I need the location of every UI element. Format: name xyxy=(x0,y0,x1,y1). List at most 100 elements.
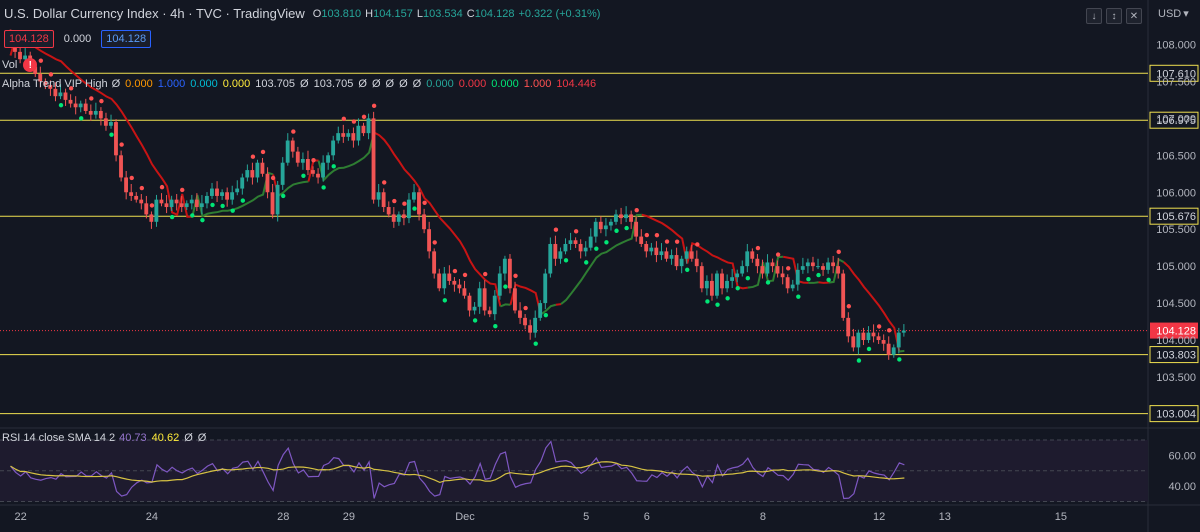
bull-candle xyxy=(533,317,538,333)
trend-line-segment xyxy=(818,281,829,284)
currency-selector[interactable]: USD ▾ xyxy=(1158,7,1189,21)
bear-candle xyxy=(851,336,856,348)
price-tick-label: 106.000 xyxy=(1156,187,1196,199)
time-tick-label: 15 xyxy=(1055,511,1067,523)
bull-candle xyxy=(321,162,325,178)
ohlc-key: H xyxy=(365,7,374,20)
bear-candle xyxy=(437,273,442,289)
symbol-title[interactable]: U.S. Dollar Currency Index · 4h · TVC · … xyxy=(4,6,305,21)
buy-dot xyxy=(210,202,215,208)
bull-candle xyxy=(412,192,416,200)
indicator-value: Ø xyxy=(385,78,395,90)
bull-candle xyxy=(204,195,209,204)
bear-candle xyxy=(38,74,43,82)
bull-candle xyxy=(568,240,573,244)
bear-candle xyxy=(316,173,320,178)
bear-candle xyxy=(553,243,558,259)
bear-candle xyxy=(447,273,452,281)
buy-dot xyxy=(897,357,902,362)
bid-price-box[interactable]: 104.128 xyxy=(4,30,54,48)
buy-dot xyxy=(230,208,235,213)
ohlc-value: 104.157 xyxy=(373,7,413,20)
bear-candle xyxy=(33,66,38,75)
level-label-box xyxy=(1149,207,1199,225)
buy-dot xyxy=(533,341,538,346)
buy-dot xyxy=(816,272,821,278)
indicator-legend[interactable]: Alpha Trend VIP High Ø 0.000 1.000 0.000 0.0… xyxy=(2,78,596,90)
bull-candle xyxy=(199,203,204,208)
buy-dot xyxy=(604,240,609,245)
buy-dot xyxy=(321,185,326,190)
spread-value: 0.000 xyxy=(63,33,92,45)
bear-candle xyxy=(260,162,265,174)
sell-dot xyxy=(634,207,639,213)
sell-dot xyxy=(149,203,155,208)
bull-candle xyxy=(624,214,628,219)
bear-candle xyxy=(295,151,300,163)
level-label: 103.004 xyxy=(1156,409,1196,421)
buy-dot xyxy=(412,206,417,211)
indicator-value: 0.000 xyxy=(222,78,251,90)
sell-dot xyxy=(755,245,761,251)
bull-candle xyxy=(300,159,305,163)
bull-candle xyxy=(93,110,98,115)
bull-candle xyxy=(275,184,280,215)
sell-dot xyxy=(402,201,407,206)
sell-dot xyxy=(361,114,367,119)
volume-legend[interactable]: Vol ! xyxy=(2,58,38,72)
bear-candle xyxy=(13,44,17,52)
bull-candle xyxy=(704,280,709,289)
rsi-legend[interactable]: RSI 14 close SMA 14 2 40.73 40.62 Ø Ø xyxy=(2,432,206,444)
buy-dot xyxy=(331,164,336,169)
chevron-down-icon: ▾ xyxy=(1183,8,1189,20)
bull-candle xyxy=(614,214,618,222)
bear-candle xyxy=(861,332,866,341)
bear-candle xyxy=(159,199,164,204)
bear-candle xyxy=(311,170,315,174)
bear-candle xyxy=(119,155,123,178)
bear-candle xyxy=(341,133,346,137)
move-down-icon[interactable]: ↓ xyxy=(1086,8,1102,24)
buy-dot xyxy=(806,277,811,282)
sell-dot xyxy=(392,198,397,204)
bull-candle xyxy=(492,295,497,315)
bull-candle xyxy=(795,269,800,285)
sell-dot xyxy=(260,149,266,155)
bear-candle xyxy=(371,118,376,200)
buy-dot xyxy=(109,132,114,137)
warning-icon[interactable]: ! xyxy=(23,58,38,72)
bear-candle xyxy=(629,214,633,222)
bear-candle xyxy=(53,88,58,97)
ask-price-box[interactable]: 104.128 xyxy=(101,30,152,48)
bull-candle xyxy=(240,177,245,189)
bear-candle xyxy=(507,258,512,289)
maximize-pane-icon[interactable]: ↕ xyxy=(1106,8,1122,24)
close-pane-icon[interactable]: ✕ xyxy=(1126,8,1142,24)
rsi-value: 40.62 xyxy=(151,432,180,444)
bull-candle xyxy=(669,255,674,259)
bear-candle xyxy=(513,288,517,311)
bear-candle xyxy=(179,203,184,208)
sell-dot xyxy=(180,187,185,193)
bull-candle xyxy=(558,251,563,259)
sell-dot xyxy=(89,96,94,101)
buy-dot xyxy=(543,312,549,318)
bull-candle xyxy=(896,332,901,348)
bear-candle xyxy=(709,280,714,296)
bull-candle xyxy=(603,225,608,230)
bear-candle xyxy=(103,118,108,126)
bear-candle xyxy=(164,203,169,208)
ohlc-key: O xyxy=(312,7,322,20)
buy-dot xyxy=(442,298,448,303)
price-tick-label: 103.500 xyxy=(1156,372,1196,384)
bear-candle xyxy=(694,258,699,267)
bear-candle xyxy=(124,177,128,193)
rsi-line xyxy=(10,440,905,500)
bull-candle xyxy=(826,262,830,270)
bull-candle xyxy=(245,170,250,178)
time-tick-label: 13 xyxy=(939,511,951,523)
sell-dot xyxy=(119,142,124,147)
bear-candle xyxy=(68,99,73,104)
